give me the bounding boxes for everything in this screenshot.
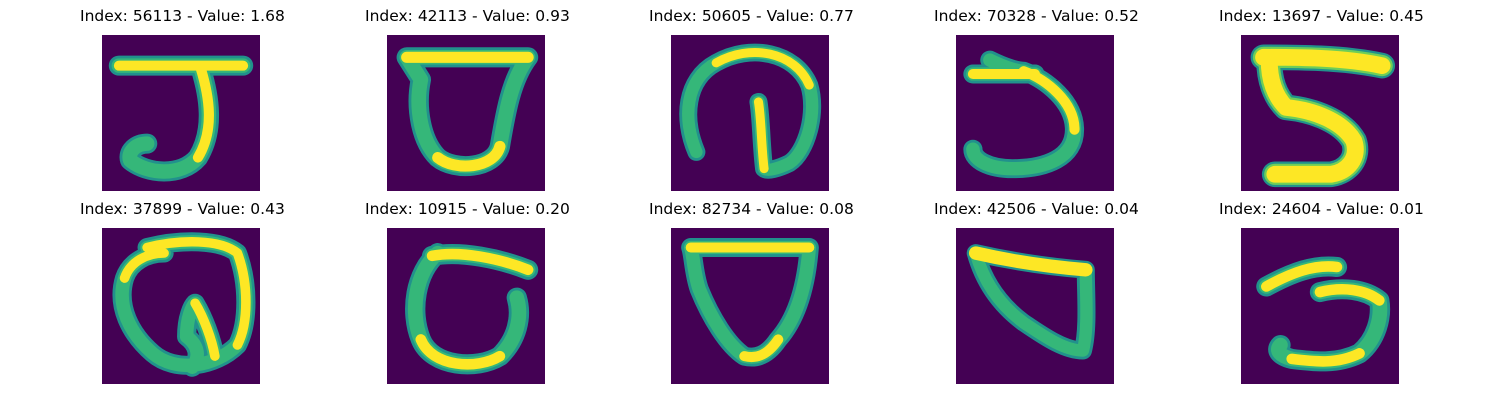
image-panel-9: Index: 42506 - Value: 0.04 <box>934 199 1139 384</box>
image-panel-1: Index: 56113 - Value: 1.68 <box>80 6 285 191</box>
image-panel-8: Index: 82734 - Value: 0.08 <box>649 199 854 384</box>
panel-title: Index: 70328 - Value: 0.52 <box>934 7 1139 25</box>
digit-image-5 <box>1241 35 1399 191</box>
digit-image-9 <box>956 228 1114 384</box>
digit-image-8 <box>671 228 829 384</box>
digit-image-3 <box>671 35 829 191</box>
panel-title: Index: 24604 - Value: 0.01 <box>1219 200 1424 218</box>
digit-image-7 <box>387 228 545 384</box>
digit-image-10 <box>1241 228 1399 384</box>
digit-image-6 <box>102 228 260 384</box>
panel-title: Index: 56113 - Value: 1.68 <box>80 7 285 25</box>
panel-title: Index: 42506 - Value: 0.04 <box>934 200 1139 218</box>
panel-title: Index: 37899 - Value: 0.43 <box>80 200 285 218</box>
digit-image-1 <box>102 35 260 191</box>
digit-image-4 <box>956 35 1114 191</box>
digit-image-2 <box>387 35 545 191</box>
image-panel-6: Index: 37899 - Value: 0.43 <box>80 199 285 384</box>
image-panel-4: Index: 70328 - Value: 0.52 <box>934 6 1139 191</box>
panel-title: Index: 50605 - Value: 0.77 <box>649 7 854 25</box>
image-panel-5: Index: 13697 - Value: 0.45 <box>1219 6 1424 191</box>
panel-title: Index: 13697 - Value: 0.45 <box>1219 7 1424 25</box>
panel-title: Index: 82734 - Value: 0.08 <box>649 200 854 218</box>
image-panel-10: Index: 24604 - Value: 0.01 <box>1219 199 1424 384</box>
image-panel-7: Index: 10915 - Value: 0.20 <box>365 199 570 384</box>
image-panel-3: Index: 50605 - Value: 0.77 <box>649 6 854 191</box>
image-panel-2: Index: 42113 - Value: 0.93 <box>365 6 570 191</box>
panel-title: Index: 10915 - Value: 0.20 <box>365 200 570 218</box>
panel-title: Index: 42113 - Value: 0.93 <box>365 7 570 25</box>
